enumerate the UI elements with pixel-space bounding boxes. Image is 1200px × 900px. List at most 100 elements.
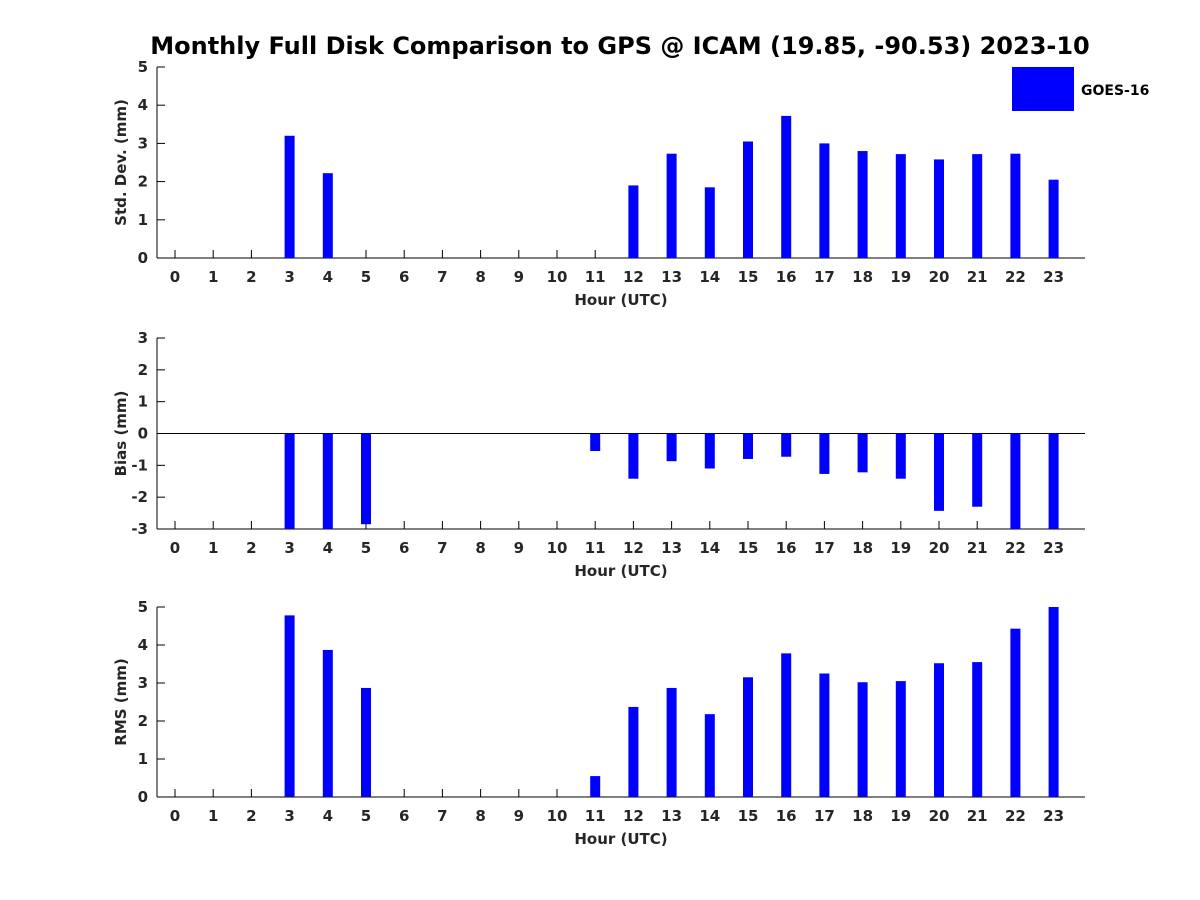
x-tick-label: 1 <box>208 807 218 825</box>
bar-rms-hour-15 <box>743 677 753 797</box>
bar-bias-hour-22 <box>1010 433 1021 529</box>
x-tick-label: 12 <box>623 268 644 286</box>
x-tick-label: 1 <box>208 268 218 286</box>
y-tick-label: 2 <box>138 361 148 379</box>
bar-rms-hour-20 <box>934 663 944 797</box>
bar-rms-hour-4 <box>322 649 333 797</box>
x-tick-label: 0 <box>170 807 180 825</box>
x-tick-label: 23 <box>1043 807 1064 825</box>
bar-stddev-hour-12 <box>628 185 639 258</box>
y-axis-label: RMS (mm) <box>112 658 130 745</box>
x-tick-label: 0 <box>170 268 180 286</box>
x-tick-label: 8 <box>475 539 485 557</box>
bar-rms-hour-3 <box>284 615 295 797</box>
x-tick-label: 7 <box>437 268 447 286</box>
x-tick-label: 18 <box>852 268 873 286</box>
x-tick-label: 2 <box>246 539 256 557</box>
bar-bias-hour-17 <box>819 433 830 474</box>
y-tick-label: 2 <box>138 712 148 730</box>
bar-rms-hour-19 <box>895 681 906 797</box>
x-tick-label: 17 <box>814 539 835 557</box>
x-tick-label: 22 <box>1005 807 1026 825</box>
x-tick-label: 10 <box>547 807 568 825</box>
x-tick-label: 18 <box>852 807 873 825</box>
bar-stddev-hour-4 <box>322 173 333 258</box>
x-tick-label: 23 <box>1043 539 1064 557</box>
bar-rms-hour-22 <box>1010 628 1021 797</box>
bar-bias-hour-5 <box>361 433 371 525</box>
chart-title: Monthly Full Disk Comparison to GPS @ IC… <box>150 32 1090 60</box>
y-tick-label: 0 <box>138 425 148 443</box>
y-tick-label: -3 <box>131 520 148 538</box>
x-axis-label: Hour (UTC) <box>574 291 667 309</box>
x-tick-label: 6 <box>399 539 409 557</box>
x-tick-label: 20 <box>929 539 950 557</box>
bar-stddev-hour-13 <box>666 153 677 258</box>
x-tick-label: 16 <box>776 268 797 286</box>
bar-rms-hour-5 <box>361 687 371 797</box>
x-tick-label: 3 <box>284 807 294 825</box>
y-tick-label: -1 <box>131 456 148 474</box>
bar-stddev-hour-15 <box>743 141 753 258</box>
x-tick-label: 5 <box>361 268 371 286</box>
x-tick-label: 12 <box>623 807 644 825</box>
x-tick-label: 16 <box>776 539 797 557</box>
x-axis-label: Hour (UTC) <box>574 830 667 848</box>
x-tick-label: 20 <box>929 807 950 825</box>
y-tick-label: 1 <box>138 393 148 411</box>
y-tick-label: 3 <box>138 674 148 692</box>
x-tick-label: 3 <box>284 268 294 286</box>
x-tick-label: 23 <box>1043 268 1064 286</box>
x-tick-label: 7 <box>437 539 447 557</box>
y-tick-label: 4 <box>138 636 148 654</box>
bar-rms-hour-21 <box>972 662 983 797</box>
y-tick-label: -2 <box>131 488 148 506</box>
x-tick-label: 8 <box>475 268 485 286</box>
bar-stddev-hour-21 <box>972 154 983 258</box>
x-tick-label: 13 <box>661 807 682 825</box>
legend: GOES-16 <box>1012 67 1149 111</box>
bar-bias-hour-11 <box>590 433 601 452</box>
x-tick-label: 9 <box>514 807 524 825</box>
x-tick-label: 15 <box>738 807 759 825</box>
x-tick-label: 7 <box>437 807 447 825</box>
x-tick-label: 17 <box>814 807 835 825</box>
x-tick-label: 19 <box>890 268 911 286</box>
bar-rms-hour-13 <box>666 687 677 797</box>
x-tick-label: 14 <box>699 539 720 557</box>
y-tick-label: 1 <box>138 211 148 229</box>
bar-rms-hour-12 <box>628 706 639 797</box>
bar-rms-hour-18 <box>857 682 868 797</box>
x-tick-label: 5 <box>361 807 371 825</box>
x-tick-label: 6 <box>399 807 409 825</box>
x-axis-label: Hour (UTC) <box>574 562 667 580</box>
bar-rms-hour-11 <box>590 776 601 797</box>
x-tick-label: 17 <box>814 268 835 286</box>
bar-bias-hour-18 <box>857 433 868 473</box>
x-tick-label: 22 <box>1005 539 1026 557</box>
x-tick-label: 6 <box>399 268 409 286</box>
y-axis-label: Bias (mm) <box>112 391 130 477</box>
x-tick-label: 10 <box>547 268 568 286</box>
x-tick-label: 11 <box>585 807 606 825</box>
bar-stddev-hour-20 <box>934 159 944 258</box>
x-tick-label: 4 <box>323 539 333 557</box>
x-tick-label: 21 <box>967 268 988 286</box>
y-tick-label: 5 <box>138 58 148 76</box>
x-tick-label: 2 <box>246 807 256 825</box>
x-tick-label: 9 <box>514 268 524 286</box>
bar-rms-hour-17 <box>819 673 830 797</box>
x-tick-label: 3 <box>284 539 294 557</box>
bar-bias-hour-23 <box>1048 433 1059 529</box>
bar-bias-hour-3 <box>284 433 295 529</box>
bar-rms-hour-14 <box>704 714 715 797</box>
y-axis-label: Std. Dev. (mm) <box>112 99 130 226</box>
bar-bias-hour-15 <box>743 433 753 459</box>
legend-swatch <box>1012 67 1074 111</box>
x-tick-label: 22 <box>1005 268 1026 286</box>
bar-stddev-hour-17 <box>819 143 830 258</box>
x-tick-label: 16 <box>776 807 797 825</box>
